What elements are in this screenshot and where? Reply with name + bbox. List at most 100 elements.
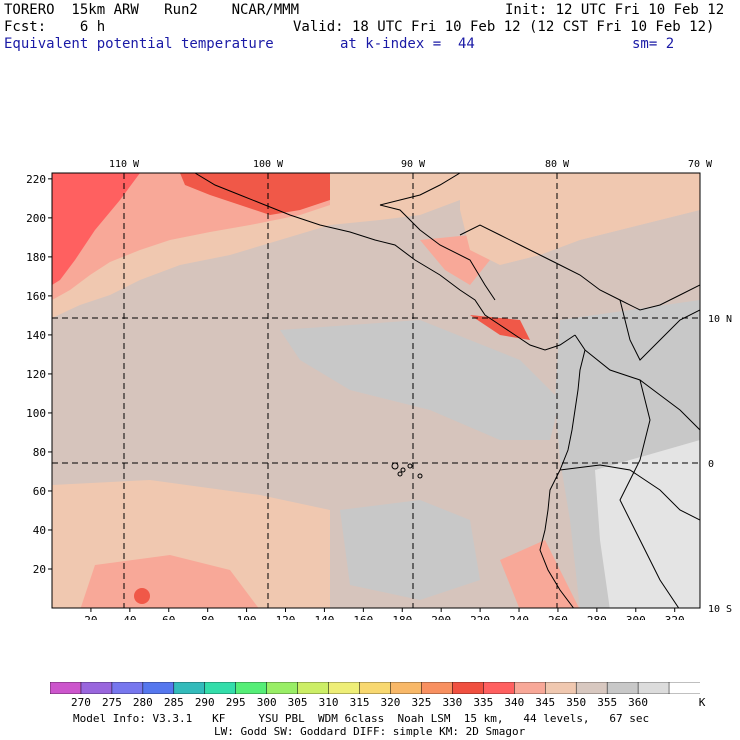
colorbar-swatch [235,682,268,694]
colorbar-swatch [514,682,546,694]
colorbar-swatch [637,682,670,694]
colorbar-swatch [50,682,82,694]
y-tick-label: 20 [33,563,46,576]
coastlines [194,173,700,608]
colorbar-level-label: 325 [411,696,432,709]
y-tick-label: 120 [26,368,46,381]
y-tick-label: 180 [26,251,46,264]
tick-marks [48,178,676,612]
x-tick-label: 320 [665,614,685,620]
y-tick-label: 60 [33,485,46,498]
band-330-coast [180,173,330,215]
colorbar-swatch [421,682,454,694]
colorbar-swatch [668,682,700,694]
coastline-gulf [379,173,461,206]
colorbar-level-label: 345 [535,696,556,709]
theta-e-field [52,173,700,608]
warm-spot-south [134,588,150,604]
lon-label-110w: 110 W [109,159,140,170]
colorbar-level-label: 305 [287,696,308,709]
latlon-grid [52,173,700,608]
plot-frame [51,172,701,609]
colorbar-swatch [204,682,237,694]
y-tick-labels: 220 200 180 160 140 120 100 80 60 40 20 [26,173,46,576]
colorbar-swatch [544,682,577,694]
gray-350-south [340,500,480,600]
colorbar-level-label: 335 [473,696,494,709]
colorbar-unit: K [698,696,706,709]
y-tick-label: 40 [33,524,46,537]
gray-350-central [280,320,560,440]
x-tick-label: 180 [392,614,412,620]
colorbar-swatch [111,682,144,694]
gray-355-andes [595,440,700,608]
map-panel: 110 W 100 W 90 W 80 W 70 W 10 N 0 10 S 2… [0,150,740,627]
border-colombia [584,349,700,431]
model-title: TORERO 15km ARW Run2 NCAR/MMM [4,2,300,18]
colorbar-labels: 270 275 280 285 290 295 300 305 310 315 320 325 330 3… [0,696,740,710]
border-peru-brazil [619,379,680,608]
coastline-caribbean [459,224,700,311]
colorbar-level-label: 350 [566,696,587,709]
physics-info: LW: Godd SW: Goddard DIFF: simple KM: 2D… [214,725,526,738]
y-tick-label: 160 [26,290,46,303]
colorbar-level-label: 290 [194,696,215,709]
y-tick-label: 80 [33,446,46,459]
x-tick-label: 200 [431,614,451,620]
colorbar-swatch [452,682,485,694]
x-tick-label: 100 [237,614,257,620]
x-tick-labels: 20 40 60 80 100 120 140 160 180 200 220 240 260 280 30… [84,614,685,627]
colorbar-level-label: 270 [71,696,91,709]
band-335-peru [500,540,579,608]
colorbar-level-label: 280 [132,696,153,709]
y-tick-label: 140 [26,329,46,342]
lon-label-100w: 100 W [253,159,284,170]
x-tick-label: 220 [470,614,490,620]
x-tick-label: 20 [84,614,97,620]
border-lines [379,204,496,301]
map-svg: 110 W 100 W 90 W 80 W 70 W 10 N 0 10 S 2… [26,159,732,627]
colorbar-level-label: 360 [628,696,649,709]
x-tick-label: 260 [548,614,568,620]
border-ecuador-peru [559,464,700,521]
colorbar-level-label: 340 [504,696,525,709]
colorbar-level-label: 310 [318,696,339,709]
colorbar-swatch [328,682,361,694]
valid-time: Valid: 18 UTC Fri 10 Feb 12 (12 CST Fri … [293,19,715,35]
field-name: Equivalent potential temperature [4,36,274,52]
colorbar-level-label: 285 [163,696,184,709]
lat-label-eq: 0 [708,459,714,470]
lon-label-70w: 70 W [688,159,713,170]
warm-patch-cr [470,315,530,340]
colorbar-swatch [297,682,330,694]
colorbar-level-label: 315 [349,696,370,709]
x-tick-label: 60 [162,614,175,620]
colorbar-level-label: 275 [101,696,122,709]
colorbar [50,682,700,694]
x-tick-label: 40 [123,614,136,620]
colorbar-level-label: 355 [597,696,618,709]
colorbar-level-label: 330 [442,696,463,709]
level-index: at k-index = 44 [340,36,475,52]
coastline-pacific-ca [194,173,576,351]
colorbar-swatch [173,682,206,694]
x-tick-label: 240 [509,614,529,620]
lon-label-90w: 90 W [401,159,426,170]
x-tick-label: 160 [353,614,373,620]
y-tick-label: 100 [26,407,46,420]
colorbar-swatch [266,682,299,694]
colorbar-swatch [483,682,516,694]
colorbar-swatch [142,682,175,694]
band-335-south [80,555,259,608]
x-tick-label: 300 [626,614,646,620]
colorbar-level-label: 320 [380,696,401,709]
top-lon-labels: 110 W 100 W 90 W 80 W 70 W [109,159,713,170]
smoothing: sm= 2 [632,36,675,52]
colorbar-swatch [606,682,639,694]
x-tick-label: 120 [276,614,296,620]
colorbar-swatch [359,682,392,694]
lat-label-10n: 10 N [708,314,732,325]
right-lat-labels: 10 N 0 10 S [708,314,732,615]
band-330-west [52,173,140,285]
x-tick-label: 80 [201,614,214,620]
